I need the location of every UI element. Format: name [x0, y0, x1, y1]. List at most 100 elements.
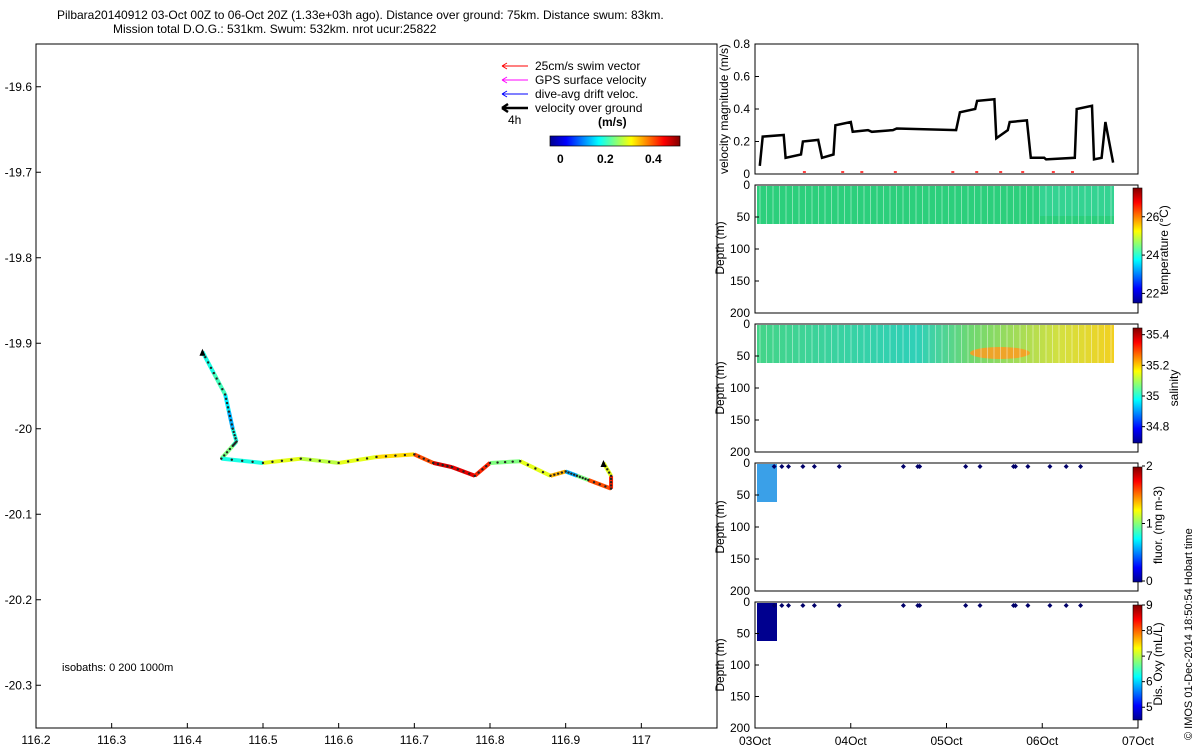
track-point — [526, 463, 530, 467]
track-point — [403, 453, 407, 457]
track-point — [560, 471, 564, 474]
colorbar-tick-label: 7 — [1146, 649, 1153, 663]
map-x-tick-label: 116.6 — [324, 733, 353, 747]
fluorescence-colorbar-label: fluor. (mg m-3) — [1151, 486, 1165, 564]
surface-sample-mark — [786, 603, 792, 608]
fluorescence-colorbar — [1132, 466, 1143, 583]
velocity-series-line — [758, 97, 1115, 167]
track-point — [446, 464, 449, 468]
surface-sample-mark — [836, 603, 842, 608]
surface-sample-mark — [811, 464, 817, 469]
track-point — [606, 468, 609, 471]
track-point — [581, 476, 584, 480]
fluorescence-axes-box — [754, 462, 1139, 592]
oxygen-ticks: 0 50 100 150 200 5 6 7 8 9 — [730, 595, 1153, 735]
surface-sample-mark — [1047, 603, 1053, 608]
track-point — [413, 453, 416, 456]
track-point — [337, 461, 340, 465]
surface-sample-mark — [917, 603, 923, 608]
temperature-ylabel: Depth (m) — [713, 221, 727, 274]
track-point — [488, 461, 492, 465]
velocity-tick-label: 0.6 — [733, 70, 750, 84]
track-point — [578, 475, 582, 479]
surface-sample-mark — [779, 464, 785, 469]
surface-sample-mark — [1025, 603, 1031, 608]
track-point — [230, 458, 233, 461]
colorbar-tick-label: 5 — [1146, 700, 1153, 714]
surface-sample-mark — [963, 603, 969, 608]
time-tick-label: 05Oct — [930, 734, 963, 748]
surface-sample-mark — [1025, 464, 1031, 469]
depth-tick-label: 100 — [730, 658, 750, 672]
oxygen-ylabel: Depth (m) — [713, 638, 727, 691]
track-point — [226, 406, 230, 409]
depth-tick-label: 50 — [737, 627, 751, 641]
track-point — [224, 397, 228, 401]
map-x-tick-label: 117 — [632, 733, 651, 747]
colorbar-tick-label: 35.4 — [1146, 328, 1170, 342]
track-point — [231, 427, 234, 430]
legend-drift-arrow-icon — [501, 90, 508, 98]
map-y-tick-label: -19.8 — [5, 251, 33, 265]
salinity-ticks: 0 50 100 150 200 34.8 35 35.2 35.4 — [730, 317, 1170, 459]
track-point — [346, 460, 350, 463]
track-point — [234, 437, 237, 440]
map-y-tick-label: -20.3 — [5, 678, 33, 692]
surface-sample-mark — [1078, 464, 1084, 469]
track-point — [227, 410, 231, 413]
depth-tick-label: 200 — [730, 306, 750, 320]
map-y-tick-label: -19.6 — [5, 80, 33, 94]
oxygen-panel: 0 50 100 150 200 5 6 7 8 9 Dis. Oxy (mL/L) Depth … — [713, 595, 1165, 735]
track-point — [534, 467, 537, 470]
colorbar-tick-1: 0.2 — [597, 152, 614, 166]
track-point — [604, 485, 607, 488]
track-point — [280, 459, 284, 463]
track-point — [450, 466, 454, 469]
track-point — [432, 461, 435, 465]
depth-tick-label: 150 — [730, 552, 750, 566]
track-point — [441, 463, 444, 467]
track-point — [609, 474, 613, 477]
track-point — [223, 393, 227, 396]
track-point — [549, 474, 552, 477]
fluorescence-ylabel: Depth (m) — [713, 500, 727, 553]
surface-sample-mark — [900, 603, 906, 608]
track-point — [609, 487, 613, 490]
surface-sample-mark — [779, 603, 785, 608]
time-tick-label: 07Oct — [1122, 734, 1155, 748]
track-point — [365, 457, 369, 460]
track-point — [271, 460, 274, 464]
depth-tick-label: 150 — [730, 274, 750, 288]
depth-tick-label: 100 — [730, 242, 750, 256]
track-point — [218, 382, 221, 386]
track-point — [375, 455, 378, 459]
velocity-tick-label: 0.4 — [733, 102, 750, 116]
track-point — [318, 459, 321, 463]
time-tick-label: 03Oct — [739, 734, 772, 748]
track-point — [209, 366, 213, 370]
map-x-tick-label: 116.2 — [21, 733, 50, 747]
surface-sample-mark — [836, 464, 842, 469]
track-point — [456, 468, 460, 471]
surface-sample-mark — [1063, 464, 1069, 469]
track-point — [477, 471, 480, 474]
track-point — [556, 472, 560, 475]
depth-tick-label: 0 — [743, 595, 750, 609]
depth-tick-label: 150 — [730, 413, 750, 427]
salinity-profile-marks — [759, 325, 1112, 363]
map-y-tick-label: -20.1 — [5, 507, 33, 521]
track-point — [309, 458, 312, 461]
track-point — [567, 471, 570, 474]
track-point — [223, 454, 226, 457]
colorbar-tick-label: 24 — [1146, 248, 1160, 262]
legend-gps-label: GPS surface velocity — [535, 73, 646, 87]
fluorescence-data-field — [757, 464, 777, 502]
oxygen-colorbar-label: Dis. Oxy (mL/L) — [1151, 622, 1165, 705]
map-y-tick-label: -20.2 — [5, 593, 33, 607]
depth-tick-label: 100 — [730, 520, 750, 534]
surface-sample-mark — [811, 603, 817, 608]
track-point — [229, 419, 233, 422]
oxygen-axes-box — [754, 601, 1139, 729]
track-point — [592, 480, 596, 484]
map-x-tick-label: 116.4 — [173, 733, 202, 747]
